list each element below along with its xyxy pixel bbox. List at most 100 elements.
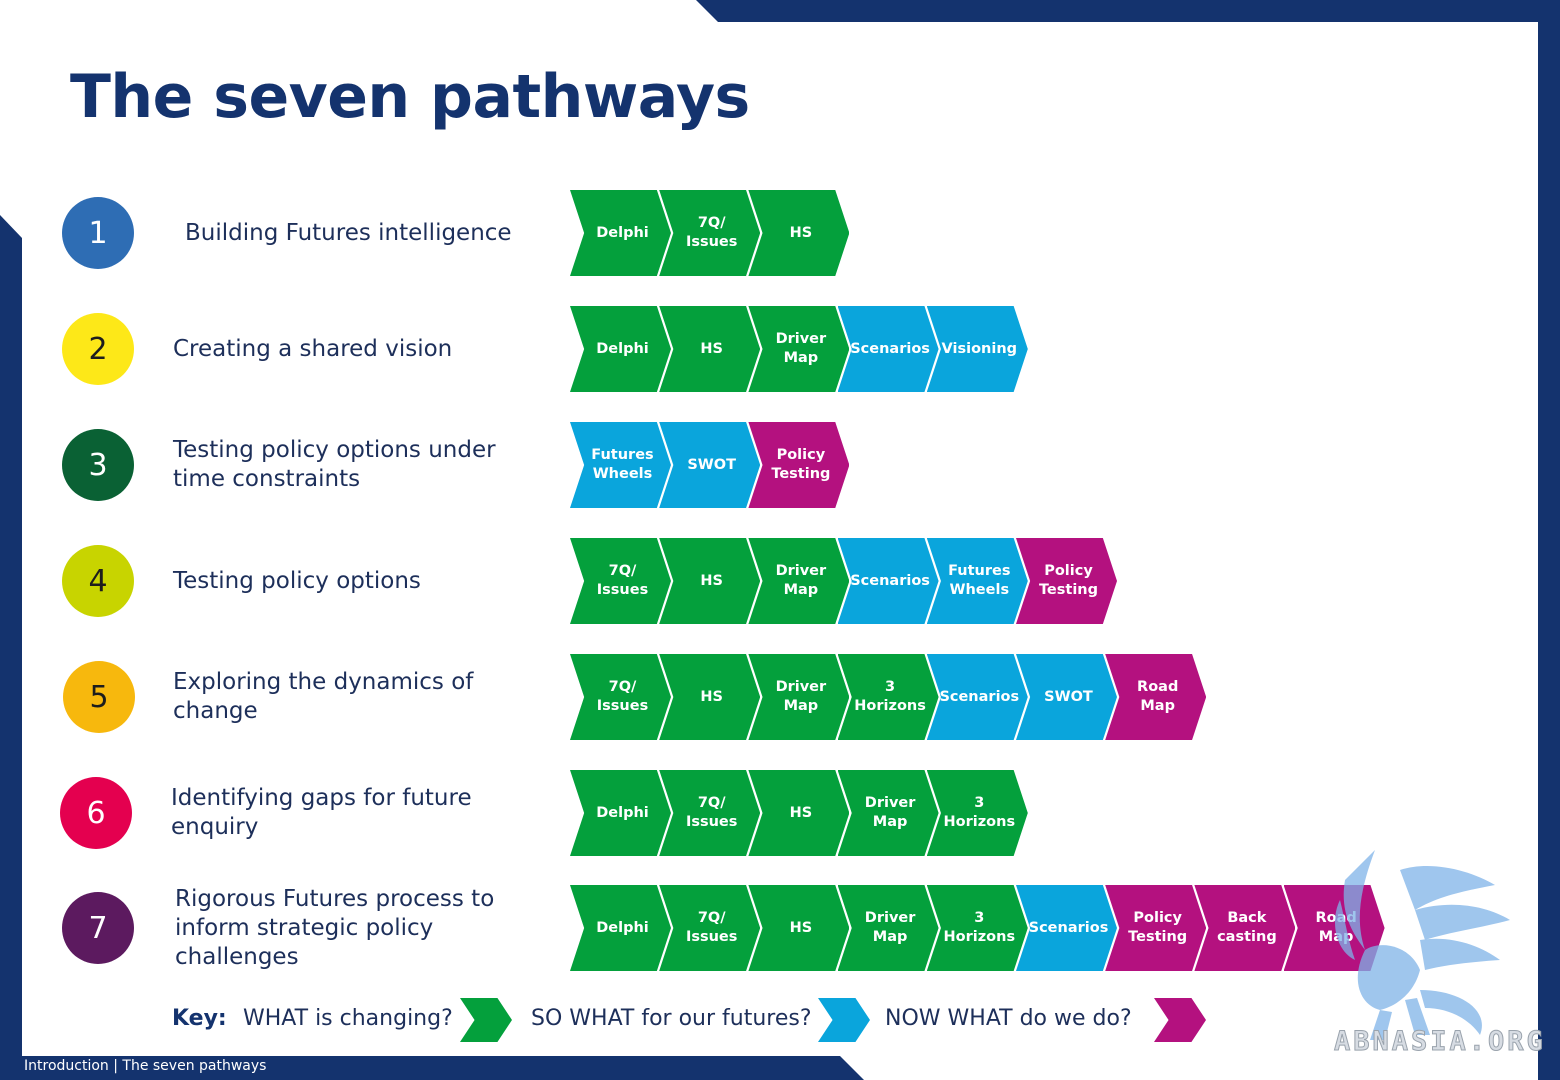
step-label: 3 Horizons: [854, 679, 926, 714]
pathway-number-badge: 7: [62, 892, 134, 964]
step-label: Policy Testing: [771, 447, 831, 482]
step-label: Policy Testing: [1038, 563, 1099, 598]
step-label: Visioning: [941, 340, 1018, 357]
step-chevron-now-what: Policy Testing: [748, 422, 850, 508]
pathway-label: Identifying gaps for future enquiry: [171, 785, 472, 840]
footer-breadcrumb: Introduction | The seven pathways: [24, 1058, 267, 1074]
step-label: Delphi: [596, 804, 649, 821]
step-chevron-so-what: Scenarios: [837, 538, 939, 624]
pathway-label: Exploring the dynamics of change: [173, 669, 474, 724]
pathway-number-badge: 1: [62, 197, 134, 269]
step-label: HS: [789, 224, 813, 241]
step-label: Scenarios: [850, 340, 930, 357]
step-chevron-what: Delphi: [570, 885, 671, 971]
step-label: Driver Map: [864, 795, 916, 830]
step-chevron-now-what: Policy Testing: [1105, 885, 1207, 971]
page-title: The seven pathways: [70, 62, 750, 132]
step-chevron-what: Driver Map: [748, 538, 850, 624]
step-chevron-now-what: Road Map: [1105, 654, 1207, 740]
pathway-row-7: 7 Rigorous Futures process to inform stra…: [0, 885, 1560, 975]
step-chevron-what: Delphi: [570, 190, 671, 276]
step-chevron-what: HS: [659, 538, 761, 624]
key-legend: Key: WHAT is changing? SO WHAT for our f…: [0, 998, 1560, 1046]
step-chevron-what: HS: [748, 770, 850, 856]
pathway-row-2: 2 Creating a shared vision Delphi HS Driver …: [0, 306, 1560, 396]
step-label: Road Map: [1137, 679, 1179, 714]
step-chevron-what: Driver Map: [837, 770, 939, 856]
step-label: 7Q/ Issues: [596, 679, 649, 714]
step-label: Delphi: [596, 340, 649, 357]
step-chevron-what: 7Q/ Issues: [659, 770, 761, 856]
pathway-label: Building Futures intelligence: [185, 219, 512, 246]
step-label: HS: [789, 804, 813, 821]
step-label: 7Q/ Issues: [685, 910, 738, 945]
step-chevron-what: 3 Horizons: [926, 770, 1028, 856]
key-so-what-chevron: [818, 998, 870, 1042]
step-label: 7Q/ Issues: [596, 563, 649, 598]
step-label: 3 Horizons: [943, 795, 1016, 830]
pathway-row-4: 4 Testing policy options 7Q/ Issues HS Drive…: [0, 538, 1560, 628]
step-chevron-so-what: SWOT: [1016, 654, 1117, 740]
step-chevron-what: HS: [659, 654, 761, 740]
pathway-number-badge: 2: [62, 313, 134, 385]
step-chevron-so-what: Futures Wheels: [570, 422, 671, 508]
step-label: Futures Wheels: [591, 447, 654, 482]
pathway-label: Testing policy options under time constr…: [173, 437, 496, 492]
griffin-logo-icon: [1335, 850, 1510, 1040]
step-label: Scenarios: [1028, 919, 1109, 936]
step-chevron-what: Delphi: [570, 770, 671, 856]
step-chevron-what: HS: [659, 306, 761, 392]
step-chevron-so-what: Visioning: [926, 306, 1028, 392]
step-label: HS: [700, 340, 723, 357]
step-label: Futures Wheels: [948, 563, 1011, 598]
step-label: Driver Map: [775, 331, 827, 366]
step-chevron-so-what: Scenarios: [1016, 885, 1117, 971]
key-so-what-label: SO WHAT for our futures?: [531, 1006, 812, 1031]
step-chevron-what: Driver Map: [837, 885, 939, 971]
key-what-chevron: [460, 998, 512, 1042]
step-chevron-so-what: SWOT: [659, 422, 761, 508]
step-label: Delphi: [596, 919, 649, 936]
pathway-label: Rigorous Futures process to inform strat…: [175, 885, 495, 970]
step-chevron-what: 7Q/ Issues: [659, 190, 761, 276]
pathway-label: Creating a shared vision: [173, 335, 453, 362]
step-chevron-now-what: Policy Testing: [1016, 538, 1117, 624]
step-chevron-what: HS: [748, 190, 850, 276]
step-label: Driver Map: [775, 679, 827, 714]
step-chevron-what: Driver Map: [748, 306, 850, 392]
step-label: 3 Horizons: [943, 910, 1016, 945]
step-label: 7Q/ Issues: [685, 215, 738, 250]
pathway-row-3: 3 Testing policy options under time const…: [0, 422, 1560, 512]
pathway-row-6: 6 Identifying gaps for future enquiry Delp…: [0, 770, 1560, 860]
step-chevron-now-what: Back casting: [1194, 885, 1296, 971]
step-chevron-what: Delphi: [570, 306, 671, 392]
step-chevron-what: HS: [748, 885, 850, 971]
step-label: Back casting: [1217, 910, 1277, 945]
pathway-number-badge: 5: [63, 661, 135, 733]
step-label: Scenarios: [850, 572, 930, 589]
step-label: SWOT: [687, 456, 737, 473]
step-label: HS: [700, 572, 723, 589]
step-chevron-what: Driver Map: [748, 654, 850, 740]
step-chevron-so-what: Futures Wheels: [926, 538, 1028, 624]
step-label: HS: [700, 688, 723, 705]
step-chevron-what: 7Q/ Issues: [570, 654, 671, 740]
pathway-number-badge: 4: [62, 545, 134, 617]
watermark-text: ABNASIA.ORG: [1334, 1026, 1546, 1058]
pathway-row-5: 5 Exploring the dynamics of change 7Q/ Iss…: [0, 654, 1560, 744]
step-chevron-so-what: Scenarios: [926, 654, 1028, 740]
pathway-row-1: 1 Building Futures intelligence Delphi 7Q/ …: [0, 190, 1560, 280]
step-label: Policy Testing: [1128, 910, 1188, 945]
key-what-label: WHAT is changing?: [243, 1006, 453, 1031]
step-label: Driver Map: [775, 563, 827, 598]
step-chevron-what: 3 Horizons: [837, 654, 939, 740]
step-label: 7Q/ Issues: [685, 795, 738, 830]
step-chevron-what: 7Q/ Issues: [659, 885, 761, 971]
key-now-what-label: NOW WHAT do we do?: [885, 1006, 1132, 1031]
pathway-number-badge: 3: [62, 429, 134, 501]
step-label: Delphi: [596, 224, 649, 241]
key-now-what-chevron: [1154, 998, 1206, 1042]
step-chevron-so-what: Scenarios: [837, 306, 939, 392]
pathway-label: Testing policy options: [173, 567, 421, 594]
step-label: Driver Map: [864, 910, 916, 945]
